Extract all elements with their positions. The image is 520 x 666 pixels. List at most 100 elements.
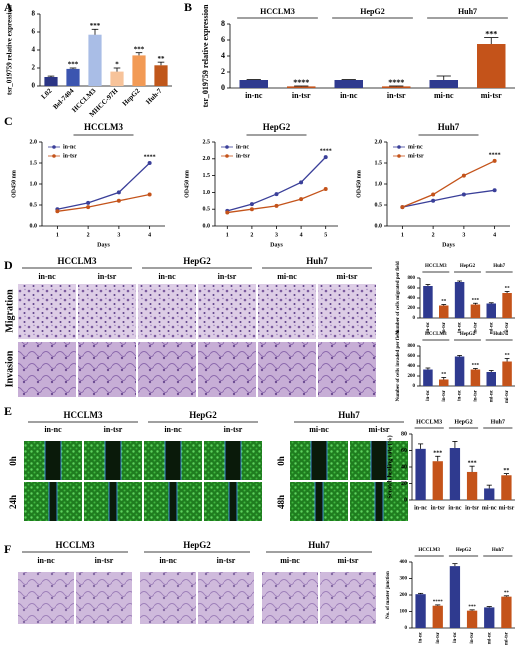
y-tick-label: 1.5 (375, 160, 383, 166)
bar (66, 68, 80, 86)
bar (415, 594, 426, 628)
y-axis-label: tsr_019759 relative expression (6, 5, 14, 95)
y-axis-label: OD450 nm (356, 170, 362, 198)
column-label: in-nc (158, 272, 176, 281)
panel-letter: F (4, 542, 11, 556)
column-label: in-nc (37, 556, 55, 565)
group-label: Huh7 (458, 7, 477, 16)
y-tick-label: 400 (408, 364, 416, 369)
scratch-gap (49, 482, 57, 521)
bar (439, 379, 449, 386)
y-axis-label: Number of cells migrated per field (396, 261, 401, 334)
y-tick-label: 0.5 (375, 202, 383, 208)
column-label: in-tsr (218, 272, 237, 281)
significance: ** (505, 354, 511, 359)
significance: **** (388, 78, 404, 87)
group-label: Huh7 (493, 332, 505, 337)
column-label: in-tsr (217, 556, 236, 565)
scratch-gap (105, 441, 121, 480)
group-label: HepG2 (460, 264, 476, 269)
micrograph (318, 342, 376, 397)
significance: **** (433, 600, 444, 605)
x-tick-label: in-nc (340, 91, 358, 100)
group-label: Huh7 (306, 256, 328, 266)
significance: **** (489, 152, 501, 158)
legend-label: in-tsr (236, 153, 250, 159)
y-tick-label: 1.5 (30, 160, 38, 166)
bar (44, 77, 58, 86)
group-label: Huh7 (492, 548, 504, 553)
column-label: mi-nc (277, 272, 297, 281)
column-label: in-nc (164, 425, 182, 434)
y-tick-label: 4 (32, 46, 36, 54)
y-tick-label: 2.0 (30, 139, 38, 145)
x-tick-label: L02 (40, 87, 54, 101)
significance: ** (441, 300, 447, 305)
bar (154, 65, 168, 86)
x-tick-label: mi-tsr (505, 389, 510, 403)
y-axis-label: OD450 nm (184, 170, 190, 198)
group-label: HCCLM3 (425, 332, 447, 337)
x-tick-label: in-nc (426, 321, 431, 333)
legend-label: in-nc (63, 144, 76, 150)
row-label: Invasion (4, 350, 15, 387)
x-tick-label: mi-nc (489, 389, 494, 402)
x-tick-label: in-tsr (436, 631, 441, 643)
group-label: Huh7 (493, 264, 505, 269)
group-label: HepG2 (189, 410, 217, 420)
x-tick-label: in-tsr (442, 321, 447, 333)
x-tick-label: in-nc (458, 321, 463, 333)
row-label: 0h (8, 456, 18, 466)
y-tick-label: 600 (408, 354, 416, 359)
y-tick-label: 4 (221, 51, 225, 60)
point (55, 209, 60, 214)
micrograph (198, 284, 256, 339)
scratch-gap (371, 441, 387, 480)
x-tick-label: HepG2 (121, 87, 142, 108)
x-tick-label: 3 (117, 232, 120, 238)
significance: *** (472, 364, 480, 369)
x-tick-label: mi-nc (482, 505, 497, 511)
point (461, 192, 466, 197)
y-tick-label: 200 (408, 374, 416, 379)
point (323, 155, 328, 160)
column-label: in-nc (159, 556, 177, 565)
group-label: HCCLM3 (56, 540, 95, 550)
group-label: HCCLM3 (425, 264, 447, 269)
y-axis-label: tsr_019759 relative expression (201, 4, 210, 107)
x-tick-label: 3 (275, 232, 278, 238)
bar (423, 369, 433, 386)
point (461, 173, 466, 178)
column-label: in-nc (44, 425, 62, 434)
legend-marker (397, 145, 401, 149)
bar (501, 475, 512, 500)
panel-letter: E (4, 404, 12, 418)
column-label: mi-nc (309, 425, 329, 434)
bar (432, 461, 443, 500)
y-tick-label: 200 (408, 306, 416, 311)
column-label: mi-tsr (337, 272, 358, 281)
tube-image (18, 572, 74, 624)
series-line (402, 160, 495, 208)
bar (415, 448, 426, 500)
significance: *** (472, 298, 480, 303)
legend-marker (225, 145, 229, 149)
y-axis-label: No. of master junction (386, 571, 391, 619)
significance: * (115, 61, 119, 69)
x-axis-label: Days (97, 242, 110, 248)
group-label: HepG2 (456, 548, 472, 553)
y-tick-label: 1.0 (30, 181, 38, 187)
x-tick-label: 5 (324, 232, 327, 238)
micrograph (78, 342, 136, 397)
scratch-gap (169, 482, 177, 521)
scratch-gap (225, 441, 241, 480)
x-tick-label: in-nc (458, 389, 463, 401)
bar (502, 361, 512, 386)
bar (423, 286, 433, 318)
x-tick-label: in-tsr (387, 91, 406, 100)
panel-letter: D (4, 258, 13, 272)
y-tick-label: 0 (413, 384, 416, 389)
legend-label: in-tsr (63, 153, 77, 159)
y-tick-label: 0 (413, 316, 416, 321)
y-tick-label: 6 (221, 35, 225, 44)
